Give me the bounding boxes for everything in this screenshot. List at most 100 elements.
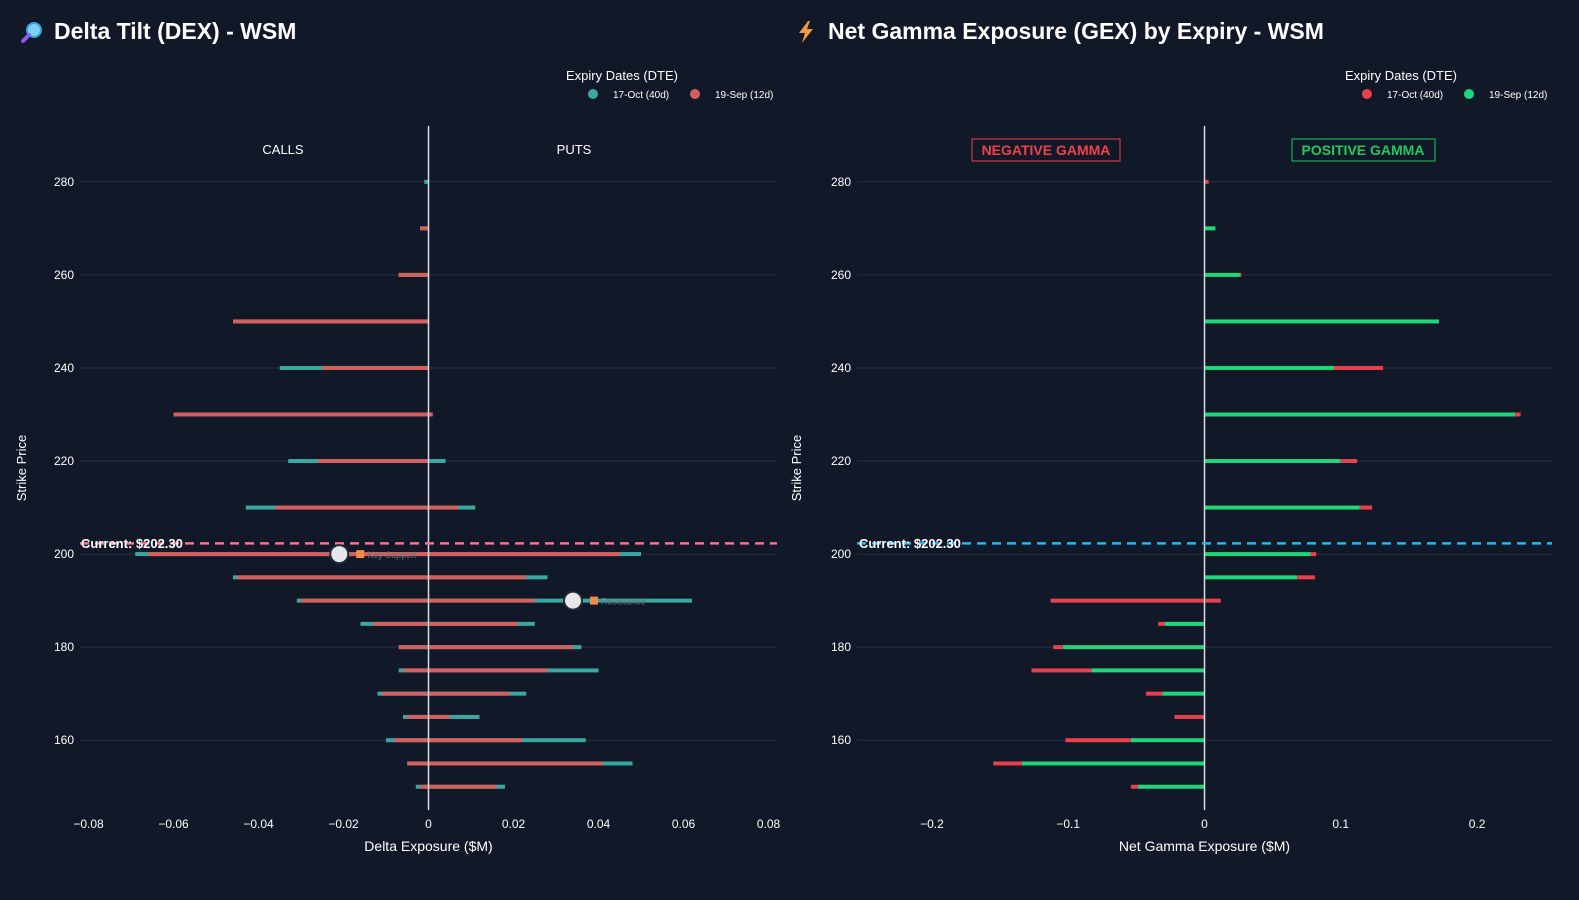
gex-bar-sep — [1162, 691, 1205, 696]
gex-legend-oct[interactable]: 17-Oct (40d) — [1387, 90, 1443, 101]
dex-xtick-label: −0.08 — [73, 817, 104, 831]
dex-bar-sep — [428, 621, 518, 626]
gex-bar-oct — [1515, 412, 1521, 417]
gex-xtick-label: 0.1 — [1332, 817, 1349, 831]
gex-bar-oct — [1204, 179, 1209, 184]
dex-bar-oct — [428, 598, 692, 603]
dex-ytick-label: 280 — [54, 175, 74, 189]
gex-bar-oct — [1053, 645, 1063, 650]
dex-bar-sep — [394, 738, 429, 743]
gex-bar-oct — [1359, 505, 1373, 510]
dex-marker-label: Resistance — [601, 597, 646, 607]
dex-ytick-label: 160 — [54, 733, 74, 747]
dex-bar-sep — [407, 761, 429, 766]
gex-bar-sep — [1137, 784, 1205, 789]
dex-bar-oct — [424, 179, 429, 184]
gex-plot: 160 180 200 220 240 260 280 −0.2 −0.1 0 0.1 0.2 Net … — [789, 126, 1552, 854]
gex-bar-sep — [1204, 552, 1311, 557]
negative-gamma-label: NEGATIVE GAMMA — [982, 142, 1111, 158]
dex-legend[interactable]: Expiry Dates (DTE) 17-Oct (40d) 19-Sep (… — [566, 68, 773, 101]
dex-ylabel: Strike Price — [14, 435, 29, 501]
dex-bar-sep — [407, 714, 429, 719]
dex-bar-sep — [301, 598, 429, 603]
gex-bar-sep — [1204, 319, 1439, 324]
gex-ytick-label: 280 — [831, 175, 851, 189]
gex-bar-sep — [1021, 761, 1205, 766]
gex-xtick-label: 0.2 — [1469, 817, 1486, 831]
gex-bar-oct — [1333, 365, 1384, 370]
gex-bar-oct — [1050, 598, 1205, 603]
gex-bar-oct — [1340, 459, 1358, 464]
dex-legend-sep-swatch[interactable] — [690, 89, 700, 99]
dex-plot: 160 180 200 220 240 260 280 −0.08 −0.06 −0.04 −0.0… — [14, 126, 781, 854]
dex-ytick-label: 180 — [54, 640, 74, 654]
dex-bar-sep — [428, 691, 510, 696]
dex-legend-sep[interactable]: 19-Sep (12d) — [715, 90, 773, 101]
dex-legend-oct-swatch[interactable] — [588, 89, 598, 99]
gex-bar-oct — [1239, 272, 1242, 277]
gex-bar-sep — [1204, 459, 1341, 464]
dex-marker — [329, 544, 350, 565]
dex-bar-sep — [148, 552, 429, 557]
dex-legend-oct[interactable]: 17-Oct (40d) — [613, 90, 669, 101]
gex-xtick-label: −0.1 — [1056, 817, 1080, 831]
dex-xtick-label: −0.06 — [158, 817, 189, 831]
gex-legend[interactable]: Expiry Dates (DTE) 17-Oct (40d) 19-Sep (… — [1345, 68, 1547, 101]
gex-bar-sep — [1204, 505, 1360, 510]
gex-bar-oct — [1204, 598, 1221, 603]
gex-legend-oct-swatch[interactable] — [1362, 89, 1372, 99]
magnifier-icon — [20, 20, 44, 44]
gex-ytick-label: 180 — [831, 640, 851, 654]
dex-title-text: Delta Tilt (DEX) - WSM — [54, 18, 297, 44]
gex-bar-oct — [1310, 552, 1317, 557]
dex-legend-title: Expiry Dates (DTE) — [566, 68, 678, 83]
dex-marker — [563, 590, 583, 611]
dex-bar-sep — [403, 668, 429, 673]
gex-bar-sep — [1204, 272, 1240, 277]
negative-gamma-box: NEGATIVE GAMMA — [971, 138, 1121, 162]
dex-current-label: Current: $202.30 — [81, 536, 183, 551]
gex-xtick-label: −0.2 — [920, 817, 944, 831]
dex-xtick-label: 0.08 — [757, 817, 781, 831]
dex-bar-sep — [237, 575, 429, 580]
gex-ytick-label: 220 — [831, 454, 851, 468]
dex-xtick-label: 0.06 — [672, 817, 696, 831]
gex-legend-sep[interactable]: 19-Sep (12d) — [1489, 90, 1547, 101]
gex-ylabel: Strike Price — [789, 435, 804, 501]
gex-bar-oct — [1065, 738, 1131, 743]
puts-label: PUTS — [557, 142, 592, 157]
dex-xlabel: Delta Exposure ($M) — [364, 838, 492, 854]
gex-bar-sep — [1204, 365, 1334, 370]
dex-bar-sep — [428, 668, 548, 673]
positive-gamma-label: POSITIVE GAMMA — [1302, 142, 1425, 158]
gex-bar-sep — [1062, 645, 1205, 650]
dex-bar-sep — [173, 412, 429, 417]
dex-bar-sep — [373, 621, 429, 626]
dex-ytick-label: 220 — [54, 454, 74, 468]
gex-bar-oct — [1130, 784, 1138, 789]
gex-legend-sep-swatch[interactable] — [1464, 89, 1474, 99]
gex-bar-sep — [1091, 668, 1205, 673]
dex-bar-sep — [398, 645, 429, 650]
dex-bar-sep — [428, 738, 522, 743]
gex-bar-oct — [1158, 621, 1165, 626]
gex-title: Net Gamma Exposure (GEX) by Expiry - WSM — [794, 18, 1324, 45]
dex-bar-sep — [275, 505, 429, 510]
dex-bar-sep — [398, 272, 429, 277]
gex-bar-sep — [1204, 226, 1216, 231]
gex-bar-sep — [1204, 412, 1516, 417]
gex-title-text: Net Gamma Exposure (GEX) by Expiry - WSM — [828, 18, 1324, 44]
gex-ytick-label: 260 — [831, 268, 851, 282]
gex-ytick-label: 240 — [831, 361, 851, 375]
dex-xtick-label: 0.02 — [502, 817, 526, 831]
dex-bar-sep — [428, 505, 459, 510]
dex-bar-sep — [420, 784, 429, 789]
dex-bar-sep — [428, 645, 573, 650]
gex-xtick-label: 0 — [1201, 817, 1208, 831]
dex-marker-icon — [356, 550, 365, 559]
dex-bar-sep — [428, 575, 527, 580]
dex-bar-oct — [428, 459, 446, 464]
gex-bar-sep — [1164, 621, 1205, 626]
dex-bar-sep — [428, 552, 620, 557]
